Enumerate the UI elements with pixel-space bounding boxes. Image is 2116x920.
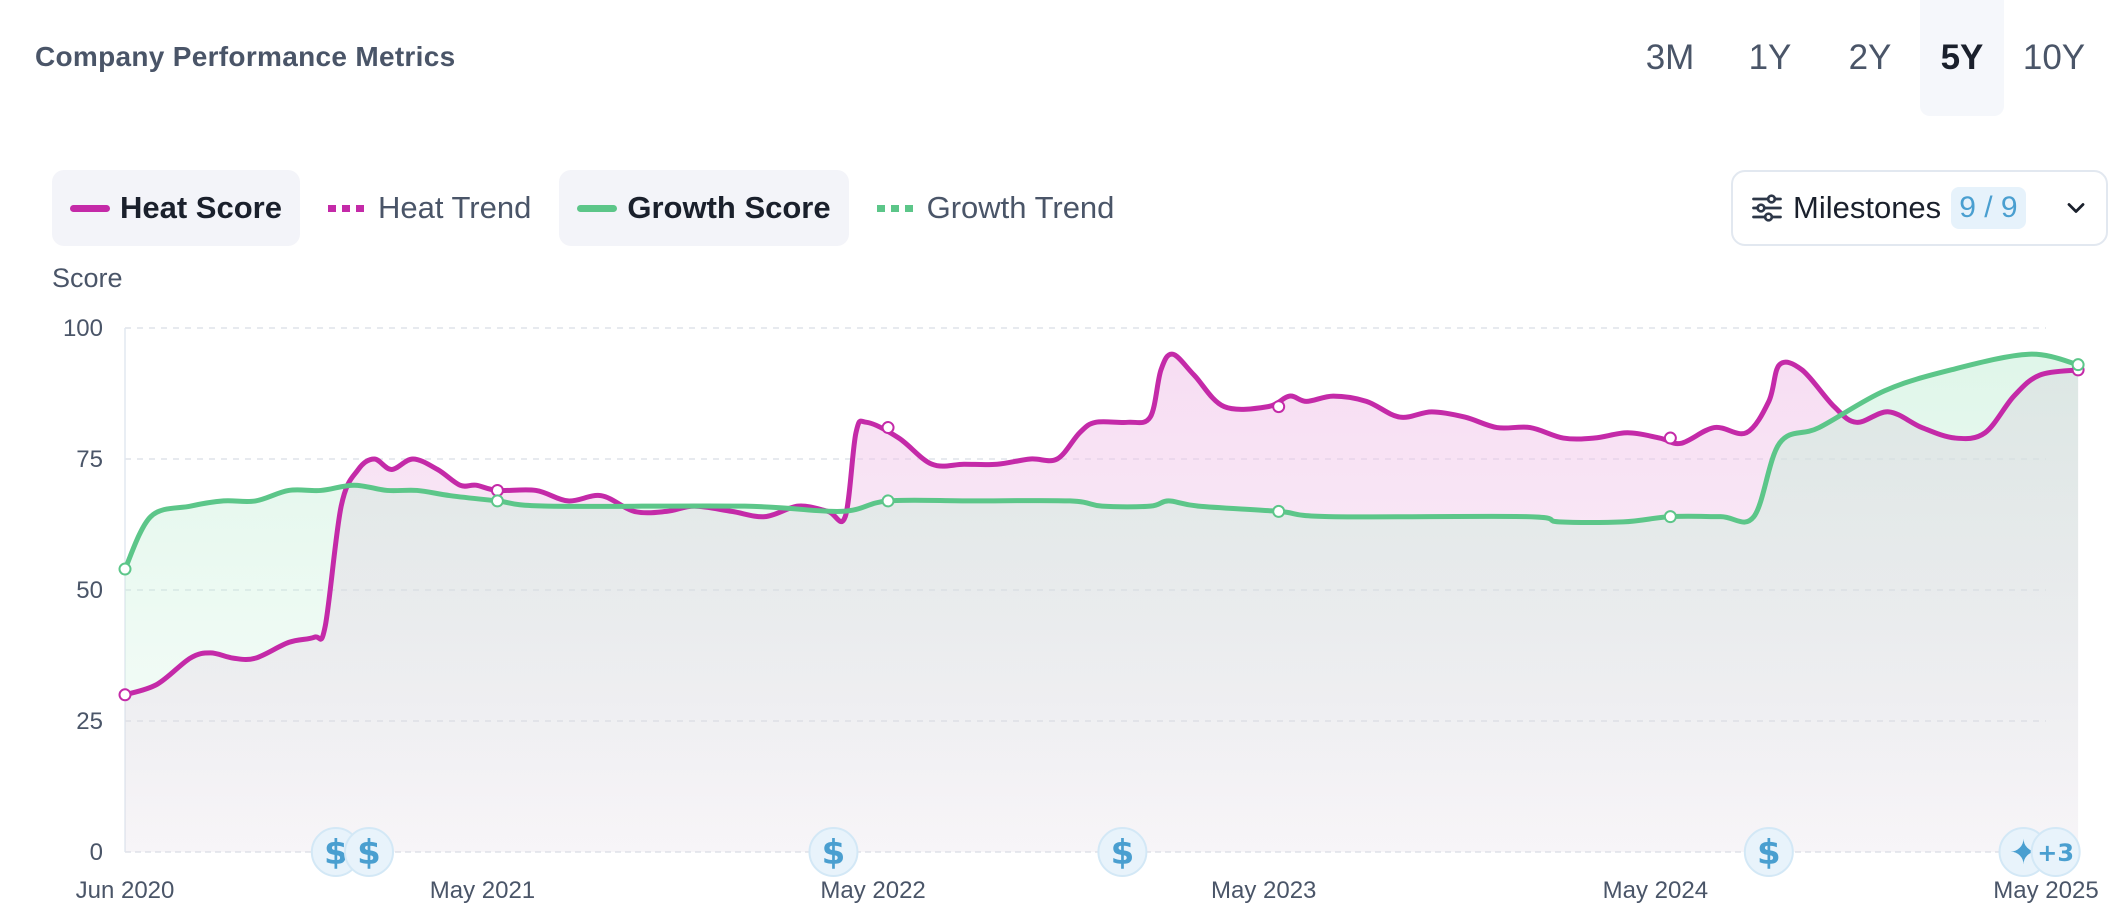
- milestone-glyph-1: $: [357, 833, 381, 873]
- y-axis-title: Score: [52, 263, 123, 293]
- growth-trend-swatch: [876, 204, 917, 212]
- growth-score-area: [125, 354, 2079, 852]
- legend-heat-trend-label: Heat Trend: [377, 190, 532, 225]
- growth-score-marker-4: [1663, 510, 1677, 524]
- milestone-glyph-6: +3: [2037, 839, 2074, 867]
- milestone-glyph-3: $: [1111, 833, 1135, 873]
- milestone-bg-6: [2030, 827, 2081, 877]
- growth-score-marker-2: [881, 494, 895, 508]
- legend-growth-score-label: Growth Score: [627, 190, 831, 225]
- heat-score-line: [122, 351, 2081, 698]
- growth-score-line: [122, 351, 2081, 572]
- heat-score-marker-3: [1272, 400, 1286, 414]
- y-tick-label-50: 50: [76, 577, 103, 604]
- chart-legend: Heat Score Heat Trend Growth Score Growt…: [52, 170, 1142, 246]
- milestones-filter-button[interactable]: Milestones 9 / 9: [1731, 170, 2108, 246]
- x-tick-label-3: May 2023: [1211, 877, 1316, 904]
- y-tick-label-100: 100: [63, 315, 103, 342]
- milestone-dollar-icon-2[interactable]: $: [808, 827, 859, 877]
- x-tick-label-5: May 2025: [1993, 877, 2098, 904]
- range-5y[interactable]: 5Y: [1920, 0, 2004, 116]
- milestone-dollar-icon-1[interactable]: $: [344, 827, 395, 877]
- growth-score-marker-3: [1272, 504, 1286, 518]
- growth-score-marker-0: [118, 562, 132, 576]
- page-title: Company Performance Metrics: [35, 41, 456, 72]
- x-tick-label-4: May 2024: [1603, 877, 1708, 904]
- milestone-dollar-icon-3[interactable]: $: [1097, 827, 1148, 877]
- heat-score-marker-0: [118, 688, 132, 702]
- legend-heat-trend[interactable]: Heat Trend: [310, 170, 549, 246]
- range-10y[interactable]: 10Y: [2022, 38, 2086, 77]
- milestone-glyph-2: $: [822, 833, 846, 873]
- milestone-glyph-0: $: [324, 833, 348, 873]
- legend-heat-score-label: Heat Score: [120, 190, 282, 225]
- growth-score-marker-5: [2071, 358, 2085, 372]
- y-tick-label-25: 25: [76, 708, 103, 735]
- growth-score-marker-1: [490, 494, 504, 508]
- milestone-bg-4: [1743, 827, 1794, 877]
- legend-heat-score[interactable]: Heat Score: [52, 170, 300, 246]
- milestone-bg-1: [344, 827, 395, 877]
- heat-score-marker-2: [881, 421, 895, 435]
- milestone-more-badge[interactable]: +3: [2030, 827, 2081, 877]
- sliders-icon: [1752, 194, 1782, 222]
- legend-growth-trend[interactable]: Growth Trend: [859, 170, 1133, 246]
- x-tick-label-1: May 2021: [430, 877, 535, 904]
- range-selector: 3M 1Y 2Y 5Y 10Y: [1620, 0, 2104, 116]
- legend-growth-trend-label: Growth Trend: [926, 190, 1115, 225]
- range-2y[interactable]: 2Y: [1848, 38, 1892, 77]
- heat-score-marker-4: [1663, 431, 1677, 445]
- growth-score-swatch: [577, 204, 618, 212]
- chevron-down-icon: [2067, 203, 2085, 213]
- milestone-bg-3: [1097, 827, 1148, 877]
- legend-growth-score[interactable]: Growth Score: [559, 170, 849, 246]
- milestone-dollar-icon-4[interactable]: $: [1743, 827, 1794, 877]
- range-3m[interactable]: 3M: [1645, 38, 1695, 77]
- milestone-bg-2: [808, 827, 859, 877]
- milestone-glyph-4: $: [1757, 833, 1781, 873]
- x-tick-label-0: Jun 2020: [76, 877, 175, 904]
- range-1y[interactable]: 1Y: [1748, 38, 1792, 77]
- performance-chart: 0 25 50 75 100 Score Jun 2020 May 2021 May 2022 M…: [52, 263, 2099, 904]
- heat-score-swatch: [70, 204, 110, 212]
- milestones-count-badge: 9 / 9: [1951, 187, 2026, 229]
- heat-score-marker-1: [490, 483, 504, 497]
- x-tick-label-2: May 2022: [820, 877, 925, 904]
- heat-trend-swatch: [327, 204, 368, 212]
- y-tick-label-75: 75: [76, 446, 103, 473]
- y-tick-label-0: 0: [90, 839, 103, 866]
- milestones-label: Milestones: [1793, 190, 1942, 225]
